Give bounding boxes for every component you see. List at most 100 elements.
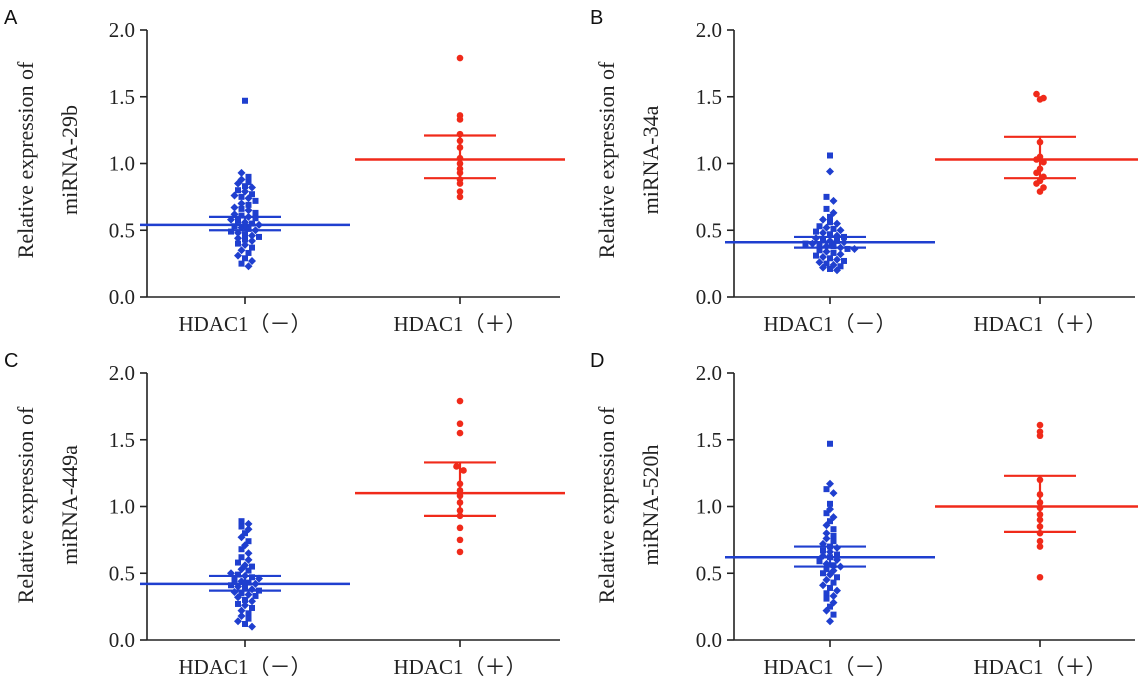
y-tick-label: 1.0 [696, 152, 722, 176]
y-tick: 1.0 [696, 495, 734, 519]
data-point [826, 167, 834, 176]
y-tick: 0.5 [109, 561, 147, 585]
data-point [827, 265, 833, 272]
data-point [823, 590, 830, 597]
data-point [819, 263, 827, 272]
data-point [248, 597, 256, 606]
data-point [238, 554, 245, 561]
data-point [238, 260, 245, 267]
data-point [836, 226, 845, 235]
data-point [248, 231, 256, 240]
data-point [456, 420, 464, 428]
x-tick-label: HDAC1（＋） [393, 655, 526, 679]
y-tick-label: 1.0 [109, 152, 135, 176]
data-point [1033, 169, 1040, 177]
data-point [235, 571, 241, 578]
y-tick-label: 1.5 [696, 428, 722, 452]
data-point [1036, 432, 1044, 440]
data-point [245, 173, 252, 180]
data-point [1036, 421, 1044, 429]
y-tick-label: 0.0 [696, 628, 722, 652]
data-point [252, 209, 259, 216]
y-axis-label-line2: miRNA-520h [638, 445, 663, 566]
x-ticks: HDAC1（－） HDAC1（＋） [763, 640, 1107, 679]
data-marks [140, 54, 565, 271]
data-point [256, 233, 262, 240]
x-tick-label: HDAC1（－） [763, 312, 896, 336]
data-point [234, 251, 242, 260]
data-point [822, 575, 831, 584]
data-point [238, 590, 245, 597]
data-point [245, 567, 252, 574]
x-tick: HDAC1（＋） [393, 297, 527, 336]
data-point [235, 187, 241, 194]
data-point [230, 203, 239, 212]
data-point [245, 538, 252, 545]
y-tick: 2.0 [109, 18, 147, 42]
data-point [834, 237, 840, 244]
data-point [234, 593, 242, 602]
data-point [816, 558, 823, 565]
data-point [1036, 573, 1044, 581]
data-point [830, 526, 837, 533]
data-point [830, 579, 837, 586]
y-ticks: 0.0 0.5 1.0 1.5 2.0 [109, 18, 147, 309]
data-point [231, 576, 238, 583]
data-point [819, 581, 827, 590]
data-point [249, 191, 255, 198]
x-tick: HDAC1（＋） [973, 640, 1107, 679]
data-point [820, 547, 826, 554]
data-point [248, 256, 256, 265]
y-tick: 0.5 [696, 218, 734, 242]
data-point [819, 228, 827, 237]
data-point [456, 536, 464, 544]
y-tick: 1.5 [109, 85, 147, 109]
data-point [244, 194, 253, 203]
panel-letter: A [4, 7, 18, 29]
data-point [830, 611, 837, 618]
data-point [249, 563, 255, 570]
data-point [242, 231, 248, 238]
y-tick: 1.0 [696, 152, 734, 176]
data-point [248, 183, 256, 192]
data-point [833, 543, 841, 552]
x-tick: HDAC1（－） [763, 297, 897, 336]
data-point [234, 617, 242, 626]
data-point [249, 574, 255, 581]
data-point [234, 179, 242, 188]
x-tick: HDAC1（＋） [973, 297, 1107, 336]
data-point [841, 257, 847, 264]
data-point [829, 196, 838, 205]
y-ticks: 0.0 0.5 1.0 1.5 2.0 [696, 361, 734, 652]
data-point [235, 240, 241, 247]
data-point [826, 617, 834, 626]
data-marks [725, 421, 1138, 626]
data-marks [140, 397, 565, 631]
data-point [816, 241, 823, 248]
y-axis-label-line1: Relative expression of [13, 406, 38, 603]
data-point [245, 225, 252, 232]
x-tick-label: HDAC1（－） [763, 655, 896, 679]
y-axis-label-line1: Relative expression of [594, 406, 619, 603]
data-point [230, 191, 239, 200]
data-point [823, 595, 830, 602]
data-point [827, 255, 833, 262]
data-point [252, 592, 259, 599]
data-point [245, 179, 252, 186]
y-tick: 2.0 [696, 18, 734, 42]
data-point [456, 429, 464, 437]
data-point [1033, 90, 1040, 98]
y-ticks: 0.0 0.5 1.0 1.5 2.0 [696, 18, 734, 309]
x-tick-label: HDAC1（＋） [393, 312, 526, 336]
data-point [238, 193, 245, 200]
data-point [833, 586, 841, 595]
data-point [822, 223, 831, 232]
data-point [829, 489, 838, 498]
data-point [244, 555, 253, 564]
data-point [827, 231, 833, 238]
y-tick-label: 0.5 [109, 561, 135, 585]
data-point [836, 250, 845, 259]
y-tick: 2.0 [109, 361, 147, 385]
data-point [237, 199, 246, 208]
data-point [234, 234, 242, 243]
